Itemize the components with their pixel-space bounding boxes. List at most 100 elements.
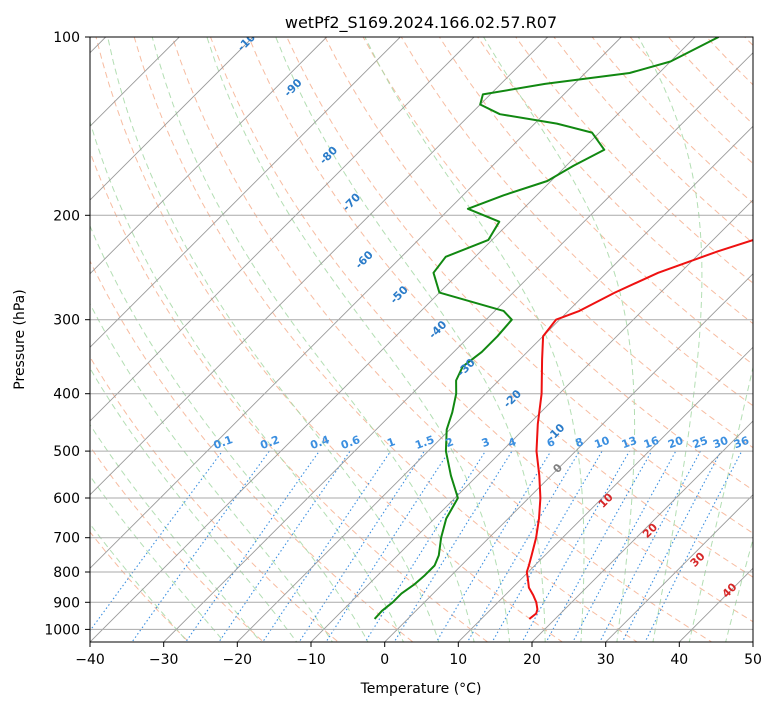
moist-adiabat [107, 37, 440, 642]
isotherm-label: 30 [688, 549, 708, 569]
isotherm [90, 37, 328, 275]
moist-adiabat [483, 37, 636, 642]
dewpoint-profile-line [373, 37, 720, 620]
dry-adiabat [705, 37, 753, 86]
mixing-ratio-label: 16 [642, 434, 661, 452]
isotherm [90, 37, 696, 642]
y-tick-label: 100 [53, 30, 80, 46]
moist-adiabat [90, 224, 369, 642]
saturation-isotherm-label: -70 [340, 190, 363, 213]
dry-adiabat [209, 37, 753, 623]
x-tick-label: −40 [75, 652, 105, 668]
isotherm [236, 125, 753, 642]
dry-adiabat [90, 150, 489, 642]
x-tick-label: −10 [296, 652, 326, 668]
dry-adiabat [438, 37, 753, 366]
x-tick-label: 20 [523, 652, 541, 668]
moist-adiabat [637, 37, 703, 642]
saturation-isotherm-label: -60 [353, 248, 376, 271]
x-tick-label: −20 [223, 652, 253, 668]
mixing-ratio-line [131, 450, 270, 642]
dry-adiabat [477, 37, 753, 325]
mixing-ratio-line [325, 450, 450, 642]
isotherm-label: 40 [720, 580, 740, 600]
dry-adiabat [133, 37, 638, 642]
moist-adiabat [275, 37, 546, 642]
y-axis-label: Pressure (hPa) [12, 289, 28, 389]
dry-adiabat [637, 0, 775, 654]
y-tick-label: 200 [53, 208, 80, 224]
isotherm [90, 37, 475, 422]
dry-adiabat [324, 37, 753, 491]
moist-adiabat [90, 475, 225, 642]
dry-adiabat [362, 37, 753, 449]
x-tick-label: 30 [597, 652, 615, 668]
moist-adiabat [90, 367, 298, 642]
mixing-ratio-line [185, 450, 320, 642]
temperature-profile-line [525, 239, 753, 620]
y-tick-label: 500 [53, 444, 80, 460]
mixing-ratio-label: 10 [593, 434, 612, 452]
mixing-ratio-label: 36 [732, 434, 751, 452]
x-tick-label: 10 [449, 652, 467, 668]
moist-adiabat [90, 302, 334, 642]
isotherm [90, 37, 254, 201]
x-tick-label: 0 [380, 652, 389, 668]
isotherm [384, 273, 753, 642]
moist-adiabat [90, 423, 262, 642]
isotherm-label: 10 [596, 490, 616, 510]
dry-adiabat [744, 37, 753, 47]
isotherm [678, 567, 753, 642]
y-tick-label: 600 [53, 491, 80, 507]
mixing-ratio-line [491, 450, 603, 642]
mixing-ratio-label: 0.1 [212, 433, 235, 452]
saturation-isotherm-label: -100 [235, 25, 264, 54]
x-axis-label: Temperature (°C) [360, 681, 482, 697]
moist-adiabat [725, 537, 753, 642]
chart-title: wetPf2_S169.2024.166.02.57.R07 [285, 13, 557, 33]
saturation-isotherm-label: -40 [426, 318, 449, 341]
mixing-ratio-label: 30 [711, 434, 730, 452]
dry-adiabat [95, 37, 564, 642]
dry-adiabat [667, 37, 753, 125]
y-tick-label: 400 [53, 387, 80, 403]
mixing-ratio-label: 2 [444, 435, 456, 450]
mixing-ratio-label: 0.4 [308, 433, 331, 452]
isotherm [457, 346, 753, 642]
moist-adiabat [151, 37, 475, 642]
mixing-ratio-line [90, 450, 223, 632]
mixing-ratio-label: 1 [385, 435, 397, 450]
mixing-ratio-label: 1.5 [413, 433, 436, 452]
dry-adiabat [591, 37, 753, 204]
mixing-ratio-line [644, 450, 743, 642]
y-tick-label: 700 [53, 531, 80, 547]
isotherm [90, 37, 401, 348]
mixing-ratio-label: 20 [666, 434, 685, 452]
moist-adiabat [90, 523, 189, 642]
dry-adiabat [90, 259, 414, 642]
mixing-ratio-line [262, 450, 392, 642]
y-tick-label: 800 [53, 565, 80, 581]
isotherm [752, 641, 753, 642]
mixing-ratio-line [545, 450, 653, 642]
dry-adiabat [90, 531, 190, 642]
y-tick-label: 1000 [44, 622, 80, 638]
mixing-ratio-line [466, 450, 580, 642]
isotherm [90, 37, 622, 569]
saturation-isotherm-label: -50 [388, 283, 411, 306]
x-tick-label: 40 [670, 652, 688, 668]
mixing-ratio-label: 0.2 [259, 433, 282, 452]
x-tick-label: −30 [149, 652, 179, 668]
isotherm [605, 494, 753, 642]
mixing-ratio-label: 25 [691, 434, 710, 451]
x-tick-label: 50 [744, 652, 762, 668]
mixing-ratio-label: 8 [574, 435, 586, 450]
y-tick-label: 300 [53, 313, 80, 329]
mixing-ratio-label: 13 [620, 434, 639, 451]
plot-frame [89, 36, 754, 643]
dry-adiabat [171, 37, 713, 642]
mixing-ratio-label: 4 [506, 435, 518, 450]
isotherm [90, 37, 549, 496]
isotherm [531, 420, 753, 642]
